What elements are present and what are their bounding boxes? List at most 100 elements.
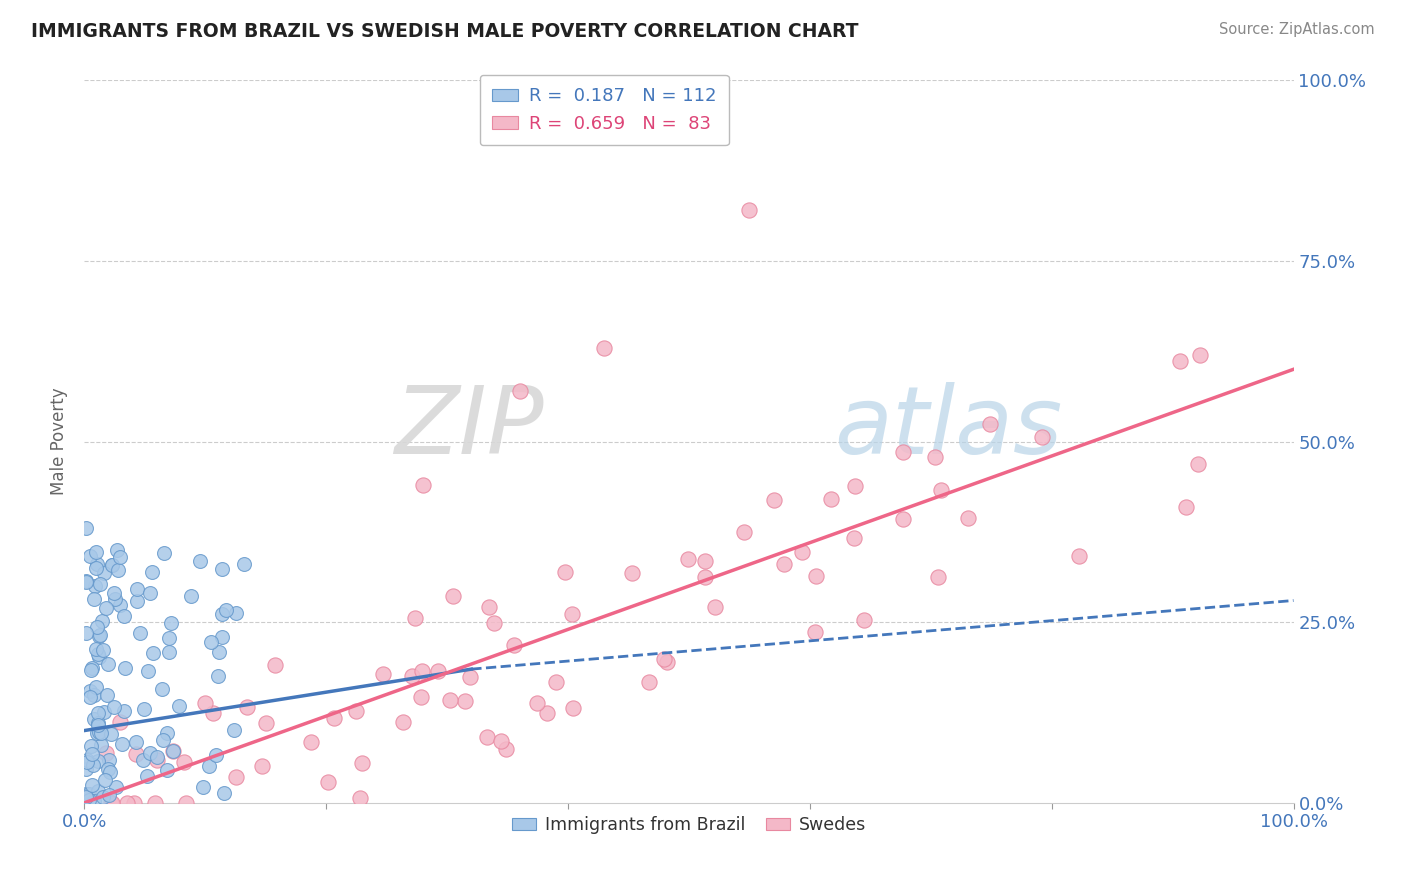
Text: atlas: atlas — [834, 382, 1063, 473]
Point — [842, 531, 865, 545]
Point — [704, 599, 727, 614]
Point — [561, 607, 583, 621]
Point — [100, 796, 122, 810]
Point — [89, 629, 111, 643]
Point — [79, 549, 101, 564]
Point — [90, 614, 112, 628]
Point — [201, 706, 224, 720]
Point — [676, 551, 699, 566]
Point — [96, 600, 118, 615]
Point — [152, 733, 174, 747]
Text: Source: ZipAtlas.com: Source: ZipAtlas.com — [1219, 22, 1375, 37]
Point — [145, 753, 167, 767]
Point — [131, 753, 153, 767]
Point — [482, 615, 505, 630]
Point — [98, 753, 121, 767]
Point — [561, 701, 583, 715]
Point — [1069, 549, 1091, 564]
Point — [84, 545, 107, 559]
Point — [84, 561, 107, 575]
Point — [738, 203, 761, 218]
Point — [83, 579, 105, 593]
Point — [924, 450, 946, 464]
Point — [160, 615, 183, 630]
Point — [200, 635, 222, 649]
Point — [100, 727, 122, 741]
Point — [114, 660, 136, 674]
Point — [207, 669, 229, 683]
Point — [75, 521, 97, 535]
Point — [83, 591, 105, 606]
Point — [931, 483, 953, 498]
Point — [98, 765, 121, 780]
Point — [115, 796, 138, 810]
Point — [191, 780, 214, 795]
Point — [652, 652, 675, 666]
Point — [373, 666, 395, 681]
Point — [103, 700, 125, 714]
Point — [75, 574, 97, 588]
Point — [502, 638, 524, 652]
Point — [86, 619, 108, 633]
Point — [139, 586, 162, 600]
Point — [97, 762, 120, 776]
Point — [162, 744, 184, 758]
Point — [214, 603, 236, 617]
Point — [77, 793, 100, 807]
Point — [79, 684, 101, 698]
Point — [225, 606, 247, 620]
Point — [891, 512, 914, 526]
Point — [82, 758, 104, 772]
Point — [1170, 354, 1192, 368]
Point — [509, 384, 531, 398]
Point — [87, 706, 110, 720]
Point — [136, 769, 159, 783]
Point — [772, 557, 794, 571]
Point — [80, 661, 103, 675]
Point — [108, 714, 131, 729]
Point — [804, 625, 827, 640]
Point — [152, 546, 174, 560]
Point — [211, 607, 233, 622]
Text: IMMIGRANTS FROM BRAZIL VS SWEDISH MALE POVERTY CORRELATION CHART: IMMIGRANTS FROM BRAZIL VS SWEDISH MALE P… — [31, 22, 859, 41]
Point — [299, 735, 322, 749]
Point — [105, 780, 128, 794]
Text: ZIP: ZIP — [394, 382, 544, 473]
Point — [83, 794, 105, 808]
Point — [212, 786, 235, 800]
Point — [80, 663, 103, 677]
Point — [250, 758, 273, 772]
Point — [94, 746, 117, 760]
Point — [82, 778, 104, 792]
Point — [927, 570, 949, 584]
Point — [91, 789, 114, 804]
Point — [344, 704, 367, 718]
Point — [86, 726, 108, 740]
Point — [97, 657, 120, 671]
Point — [125, 747, 148, 761]
Point — [112, 704, 135, 718]
Point — [174, 796, 197, 810]
Point — [957, 511, 980, 525]
Point — [441, 589, 464, 603]
Point — [526, 696, 548, 710]
Point — [87, 754, 110, 768]
Point — [208, 645, 231, 659]
Point — [225, 770, 247, 784]
Point — [103, 586, 125, 600]
Point — [86, 558, 108, 572]
Point — [156, 726, 179, 740]
Point — [620, 566, 643, 580]
Point — [439, 692, 461, 706]
Point — [76, 753, 98, 767]
Point — [224, 723, 246, 737]
Point — [90, 738, 112, 752]
Point — [763, 493, 786, 508]
Point — [89, 650, 111, 665]
Point — [657, 655, 679, 669]
Point — [90, 725, 112, 739]
Point — [820, 491, 842, 506]
Point — [162, 744, 184, 758]
Point — [89, 576, 111, 591]
Point — [80, 739, 103, 753]
